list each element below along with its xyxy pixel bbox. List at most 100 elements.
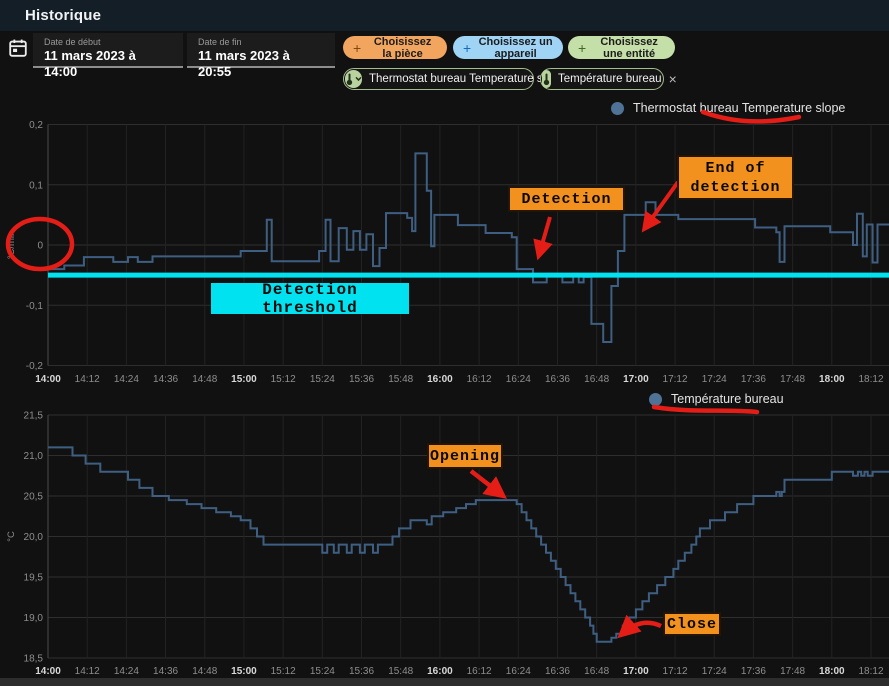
entity-chip-temperature[interactable]: Température bureau × [540, 68, 677, 90]
detection-annotation: Detection [508, 186, 625, 212]
chip-label: Thermostat bureau Temperature slope [369, 73, 565, 85]
x-tick-label: 15:48 [388, 666, 413, 677]
legend-temperature-label: Température bureau [671, 392, 784, 406]
legend-temperature[interactable]: Température bureau [649, 392, 784, 406]
date-start-value: 11 mars 2023 à 14:00 [44, 48, 136, 79]
thermometer-icon [542, 70, 551, 88]
y-tick-label: -0,2 [26, 361, 44, 372]
x-tick-label: 16:36 [545, 666, 570, 677]
y-tick-label: 0,2 [29, 120, 43, 131]
series-line [48, 446, 889, 643]
calendar-icon [9, 39, 27, 57]
y-tick-label: 18,5 [24, 654, 44, 665]
date-end-label: Date de fin [198, 37, 242, 47]
x-tick-label: 15:00 [231, 374, 257, 385]
x-tick-label: 15:48 [388, 374, 413, 385]
x-tick-label: 14:48 [192, 374, 217, 385]
detection-threshold-annotation: Detection threshold [211, 281, 409, 317]
y-axis-unit: °C/min [6, 231, 17, 260]
legend-dot [649, 392, 662, 406]
y-tick-label: 0,1 [29, 180, 43, 191]
x-tick-label: 17:24 [702, 666, 727, 677]
choose-entity-button[interactable]: + Choisissez une entité [568, 35, 675, 60]
x-tick-label: 17:12 [663, 374, 688, 385]
y-axis-unit: °C [6, 531, 17, 542]
x-tick-label: 16:48 [584, 374, 609, 385]
x-tick-label: 17:24 [702, 374, 727, 385]
plus-icon: + [463, 39, 472, 56]
close-annotation: Close [663, 612, 721, 636]
plus-icon: + [578, 39, 587, 56]
legend-dot [611, 101, 624, 115]
y-tick-label: 20,5 [24, 492, 44, 503]
x-tick-label: 16:48 [584, 666, 609, 677]
x-tick-label: 15:24 [310, 666, 335, 677]
x-tick-label: 16:24 [506, 374, 531, 385]
app-header: Historique [0, 0, 889, 31]
date-end-field[interactable]: Date de fin 11 mars 2023 à 20:55 [187, 33, 335, 79]
x-tick-label: 17:36 [741, 666, 766, 677]
x-tick-label: 16:12 [467, 374, 492, 385]
x-tick-label: 14:12 [75, 374, 100, 385]
calendar-button[interactable] [6, 37, 30, 61]
date-end-value: 11 mars 2023 à 20:55 [198, 48, 290, 79]
date-start-label: Date de début [44, 37, 101, 47]
chip-label: Température bureau [558, 73, 662, 85]
temperature-chart[interactable]: 21,5 21,0 20,5 20,0 19,5 19,0 18,514:00 14:12 14… [0, 388, 889, 680]
x-tick-label: 18:00 [819, 374, 845, 385]
y-tick-label: 19,5 [24, 573, 44, 584]
x-tick-label: 15:36 [349, 374, 374, 385]
series-line [48, 152, 889, 343]
x-tick-label: 15:24 [310, 374, 335, 385]
x-tick-label: 17:00 [623, 666, 649, 677]
x-tick-label: 15:12 [271, 666, 296, 677]
x-tick-label: 14:00 [35, 666, 61, 677]
thermometer-icon [345, 70, 362, 88]
date-start-field[interactable]: Date de début 11 mars 2023 à 14:00 [33, 33, 183, 79]
close-icon[interactable]: × [668, 71, 677, 87]
x-tick-label: 18:12 [858, 374, 883, 385]
x-tick-label: 15:12 [271, 374, 296, 385]
x-tick-label: 15:00 [231, 666, 257, 677]
choose-device-button[interactable]: + Choisissez un appareil [453, 35, 563, 60]
x-tick-label: 16:00 [427, 374, 453, 385]
x-tick-label: 18:00 [819, 666, 845, 677]
x-tick-label: 17:12 [663, 666, 688, 677]
x-tick-label: 16:36 [545, 374, 570, 385]
x-tick-label: 17:00 [623, 374, 649, 385]
choose-area-button[interactable]: + Choisissez la pièce [343, 35, 447, 60]
x-tick-label: 15:36 [349, 666, 374, 677]
x-tick-label: 14:00 [35, 374, 61, 385]
x-tick-label: 14:24 [114, 666, 139, 677]
x-tick-label: 14:12 [75, 666, 100, 677]
choose-entity-label: Choisissez une entité [600, 35, 658, 60]
x-tick-label: 14:36 [153, 374, 178, 385]
plus-icon: + [353, 39, 362, 56]
x-tick-label: 16:00 [427, 666, 453, 677]
y-tick-label: -0,1 [26, 301, 44, 312]
x-tick-label: 17:36 [741, 374, 766, 385]
end-of-detection-annotation: End of detection [677, 155, 794, 200]
x-tick-label: 18:12 [858, 666, 883, 677]
x-tick-label: 17:48 [780, 374, 805, 385]
next-card-edge [0, 678, 889, 686]
y-tick-label: 19,0 [24, 613, 44, 624]
entity-chip-slope[interactable]: Thermostat bureau Temperature slope × [343, 68, 580, 90]
y-tick-label: 21,0 [24, 451, 44, 462]
choose-area-label: Choisissez la pièce [373, 35, 432, 60]
y-tick-label: 0 [37, 241, 43, 252]
x-tick-label: 16:24 [506, 666, 531, 677]
slope-chart[interactable]: 0,2 0,1 0 -0,1 -0,2 14:00 14:12 14:24 14:36 14:48… [0, 94, 889, 390]
x-tick-label: 14:24 [114, 374, 139, 385]
chevron-down-icon [355, 76, 362, 82]
page-title: Historique [25, 7, 102, 24]
choose-device-label: Choisissez un appareil [478, 35, 553, 60]
y-tick-label: 21,5 [24, 411, 44, 422]
x-tick-label: 14:36 [153, 666, 178, 677]
x-tick-label: 17:48 [780, 666, 805, 677]
x-tick-label: 14:48 [192, 666, 217, 677]
opening-annotation: Opening [427, 443, 503, 469]
y-tick-label: 20,0 [24, 532, 44, 543]
x-tick-label: 16:12 [467, 666, 492, 677]
